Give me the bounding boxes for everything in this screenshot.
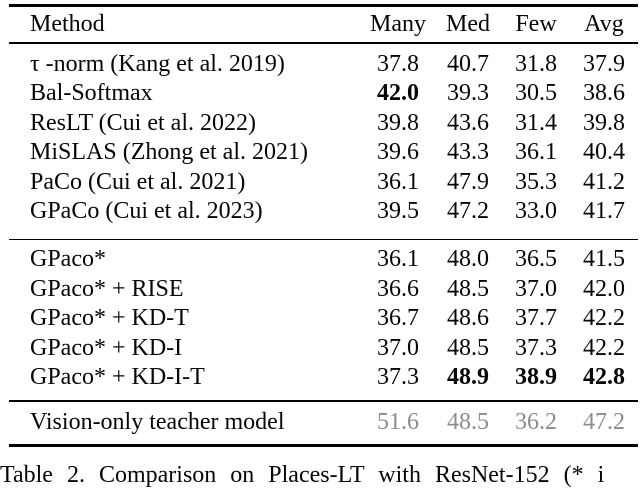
avg-cell: 42.8 <box>583 364 625 390</box>
avg-cell: 42.2 <box>583 334 625 361</box>
many-cell: 51.6 <box>377 409 419 435</box>
med-cell: 39.3 <box>447 80 489 106</box>
many-cell: 42.0 <box>377 80 419 106</box>
table-caption: Table 2. Comparison on Places-LT with Re… <box>0 462 605 488</box>
results-table: Method Many Med Few Avg τ -norm (Kang et… <box>9 4 638 447</box>
med-cell: 48.5 <box>447 275 489 302</box>
med-cell: 47.2 <box>447 198 489 224</box>
avg-cell: 41.5 <box>583 246 625 272</box>
few-cell: 31.4 <box>515 109 557 136</box>
avg-cell: 47.2 <box>583 409 625 435</box>
method-cell: GPaco* + KD-T <box>30 305 189 331</box>
column-header-med: Med <box>446 10 490 37</box>
method-cell: ResLT (Cui et al. 2022) <box>30 109 256 136</box>
column-header-avg: Avg <box>584 10 624 37</box>
many-cell: 36.6 <box>377 275 419 302</box>
few-cell: 37.3 <box>515 334 557 361</box>
avg-cell: 39.8 <box>583 109 625 136</box>
method-cell: GPaCo (Cui et al. 2023) <box>30 198 263 224</box>
table-row: GPaCo (Cui et al. 2023) 39.5 47.2 33.0 4… <box>9 197 638 227</box>
table-row: GPaco* 36.1 48.0 36.5 41.5 <box>9 245 638 275</box>
med-cell: 48.5 <box>447 409 489 435</box>
table-row: GPaco* + RISE 36.6 48.5 37.0 42.0 <box>9 275 638 305</box>
med-cell: 43.6 <box>447 109 489 136</box>
few-cell: 38.9 <box>515 364 557 390</box>
many-cell: 37.8 <box>377 50 419 77</box>
avg-cell: 42.0 <box>583 275 625 302</box>
avg-cell: 37.9 <box>583 50 625 77</box>
method-cell: Vision-only teacher model <box>30 409 285 435</box>
table-row: Bal-Softmax 42.0 39.3 30.5 38.6 <box>9 79 638 109</box>
table-header-row: Method Many Med Few Avg <box>9 7 638 42</box>
few-cell: 36.2 <box>515 409 557 435</box>
table-bottom-rule <box>9 443 638 447</box>
method-cell: Bal-Softmax <box>30 80 153 106</box>
many-cell: 36.7 <box>377 305 419 331</box>
table-row: GPaco* + KD-T 36.7 48.6 37.7 42.2 <box>9 304 638 334</box>
many-cell: 37.3 <box>377 364 419 390</box>
many-cell: 39.8 <box>377 109 419 136</box>
table-row: ResLT (Cui et al. 2022) 39.8 43.6 31.4 3… <box>9 109 638 139</box>
method-cell: PaCo (Cui et al. 2021) <box>30 168 246 195</box>
table-top-rule <box>9 4 638 7</box>
few-cell: 36.5 <box>515 246 557 272</box>
teacher-row: Vision-only teacher model 51.6 48.5 36.2… <box>9 408 638 438</box>
table-row: MiSLAS (Zhong et al. 2021) 39.6 43.3 36.… <box>9 138 638 168</box>
med-cell: 48.6 <box>447 305 489 331</box>
table-row: τ -norm (Kang et al. 2019) 37.8 40.7 31.… <box>9 50 638 80</box>
few-cell: 37.0 <box>515 275 557 302</box>
method-cell: GPaco* + RISE <box>30 275 184 302</box>
few-cell: 37.7 <box>515 305 557 331</box>
avg-cell: 41.2 <box>583 168 625 195</box>
avg-cell: 40.4 <box>583 139 625 165</box>
few-cell: 31.8 <box>515 50 557 77</box>
med-cell: 48.5 <box>447 334 489 361</box>
teacher-separator-rule <box>9 399 638 402</box>
column-header-few: Few <box>515 10 557 37</box>
method-cell: GPaco* + KD-I <box>30 334 183 361</box>
method-cell: GPaco* <box>30 246 106 272</box>
few-cell: 35.3 <box>515 168 557 195</box>
med-cell: 48.9 <box>447 364 489 390</box>
med-cell: 48.0 <box>447 246 489 272</box>
many-cell: 39.5 <box>377 198 419 224</box>
column-header-many: Many <box>370 10 426 37</box>
med-cell: 40.7 <box>447 50 489 77</box>
many-cell: 37.0 <box>377 334 419 361</box>
proposed-methods-section: GPaco* 36.1 48.0 36.5 41.5 GPaco* + RISE… <box>9 240 638 400</box>
teacher-section: Vision-only teacher model 51.6 48.5 36.2… <box>9 402 638 444</box>
many-cell: 36.1 <box>377 246 419 272</box>
section-separator-rule <box>9 238 638 240</box>
table-row: PaCo (Cui et al. 2021) 36.1 47.9 35.3 41… <box>9 168 638 198</box>
method-cell: τ -norm (Kang et al. 2019) <box>30 50 285 77</box>
header-separator-rule <box>9 42 638 44</box>
med-cell: 43.3 <box>447 139 489 165</box>
table-row: GPaco* + KD-I-T 37.3 48.9 38.9 42.8 <box>9 363 638 393</box>
few-cell: 30.5 <box>515 80 557 106</box>
avg-cell: 38.6 <box>583 80 625 106</box>
baseline-methods-section: τ -norm (Kang et al. 2019) 37.8 40.7 31.… <box>9 44 638 239</box>
column-header-method: Method <box>30 10 105 37</box>
avg-cell: 42.2 <box>583 305 625 331</box>
method-cell: MiSLAS (Zhong et al. 2021) <box>30 139 308 165</box>
few-cell: 33.0 <box>515 198 557 224</box>
many-cell: 39.6 <box>377 139 419 165</box>
avg-cell: 41.7 <box>583 198 625 224</box>
few-cell: 36.1 <box>515 139 557 165</box>
table-row: GPaco* + KD-I 37.0 48.5 37.3 42.2 <box>9 334 638 364</box>
many-cell: 36.1 <box>377 168 419 195</box>
med-cell: 47.9 <box>447 168 489 195</box>
method-cell: GPaco* + KD-I-T <box>30 364 205 390</box>
